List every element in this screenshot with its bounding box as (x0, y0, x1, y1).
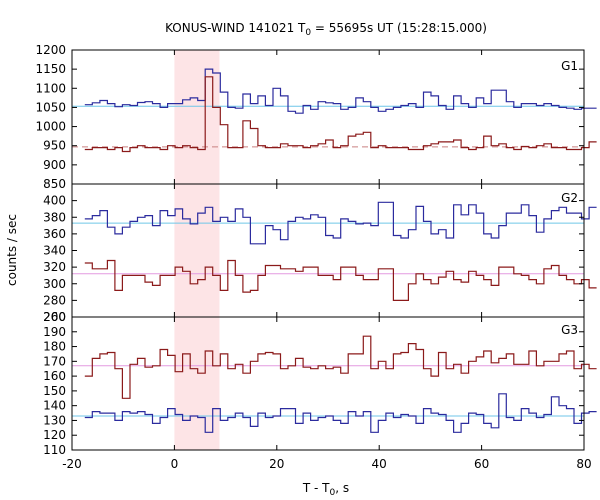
y-tick-label: 380 (43, 210, 66, 224)
panel-label-g3: G3 (561, 323, 578, 337)
x-axis-label: T - T0, s (302, 481, 349, 498)
panel-label-g2: G2 (561, 191, 578, 205)
y-tick-label: 190 (43, 325, 66, 339)
panel-label-g1: G1 (561, 59, 578, 73)
panel-frame-g3 (71, 316, 585, 451)
y-tick-label: 300 (43, 277, 66, 291)
y-tick-label: 900 (43, 158, 66, 172)
y-tick-label: 360 (43, 227, 66, 241)
x-tick-label: -20 (62, 457, 82, 471)
y-tick-label: 320 (43, 260, 66, 274)
series-line-g2-1 (84, 259, 597, 301)
y-tick-label: 180 (43, 340, 66, 354)
panel-frame-g1 (71, 49, 585, 185)
y-tick-label: 1100 (35, 81, 66, 95)
series-layer (72, 68, 597, 433)
y-tick-label: 150 (43, 384, 66, 398)
series-line-g1-1 (84, 76, 597, 153)
highlight-layer (174, 50, 220, 450)
y-tick-label: 130 (43, 413, 66, 427)
chart-title: KONUS-WIND 141021 T0 = 55695s UT (15:28:… (165, 21, 487, 38)
y-tick-label: 850 (43, 177, 66, 191)
x-tick-label: 60 (474, 457, 489, 471)
x-tick-label: 40 (372, 457, 387, 471)
y-tick-label: 1050 (35, 100, 66, 114)
y-tick-label: 280 (43, 293, 66, 307)
y-tick-label: 200 (43, 310, 66, 324)
y-tick-label: 340 (43, 244, 66, 258)
tick-layer: 8509009501000105011001150120026028030032… (35, 43, 591, 471)
y-tick-label: 1000 (35, 120, 66, 134)
series-line-g2-0 (84, 201, 597, 245)
panel-frames (71, 49, 585, 451)
panel-frame-g2 (71, 183, 585, 318)
y-tick-label: 110 (43, 443, 66, 457)
highlight-band-g3 (174, 317, 220, 450)
y-tick-label: 140 (43, 399, 66, 413)
y-tick-label: 260 (43, 310, 66, 324)
y-tick-label: 1200 (35, 43, 66, 57)
y-tick-label: 1150 (35, 62, 66, 76)
x-tick-label: 0 (171, 457, 179, 471)
y-tick-label: 120 (43, 428, 66, 442)
y-tick-label: 950 (43, 139, 66, 153)
x-tick-label: 80 (576, 457, 591, 471)
y-tick-label: 400 (43, 194, 66, 208)
series-line-g1-0 (84, 68, 597, 114)
highlight-band-g2 (174, 184, 220, 317)
x-tick-label: 20 (269, 457, 284, 471)
y-tick-label: 160 (43, 369, 66, 383)
y-axis-label: counts / sec (5, 214, 19, 286)
series-line-g3-1 (84, 393, 597, 433)
series-line-g3-0 (84, 335, 597, 399)
y-tick-label: 170 (43, 354, 66, 368)
highlight-band-g1 (174, 50, 220, 184)
